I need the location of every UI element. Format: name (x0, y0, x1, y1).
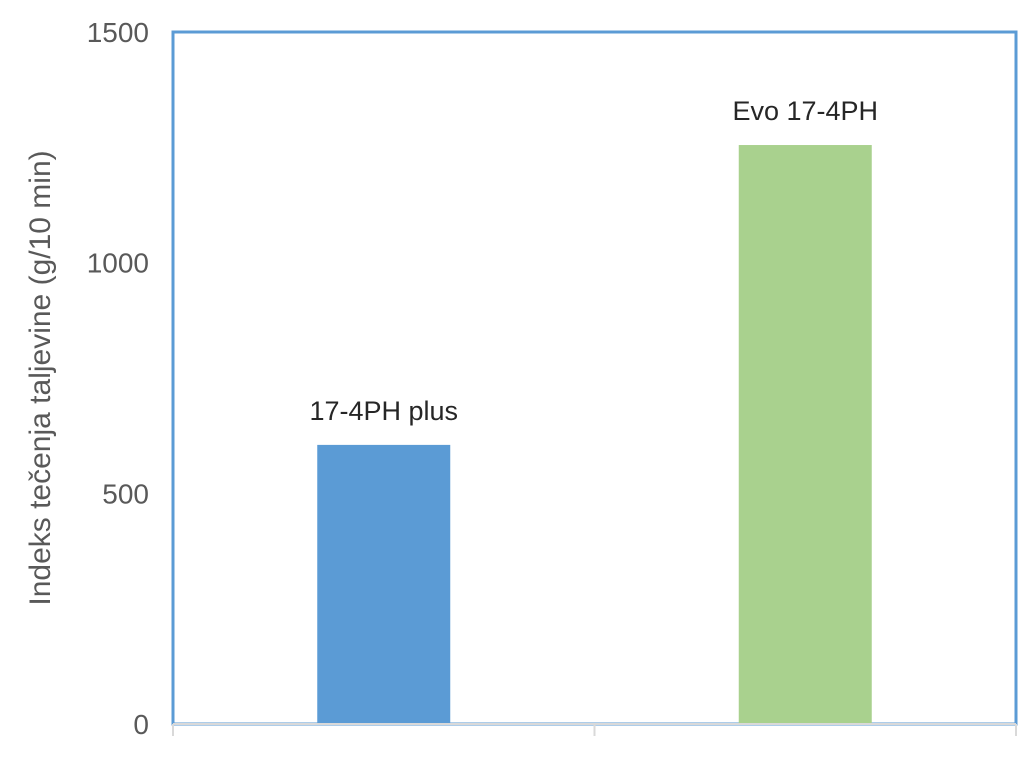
y-tick-label: 0 (133, 709, 149, 740)
x-axis (172, 723, 1017, 736)
bar-data-label: 17-4PH plus (309, 396, 458, 426)
plot-frame (171, 30, 1018, 726)
y-axis-ticks: 0 500 1000 1500 (87, 17, 149, 740)
bars-layer (317, 145, 872, 724)
data-labels: 17-4PH plus Evo 17-4PH (309, 96, 878, 426)
y-axis-title: Indeks tečenja taljevine (g/10 min) (24, 150, 57, 605)
y-tick-label: 1000 (87, 248, 149, 279)
y-tick-label: 500 (102, 478, 149, 509)
bar-data-label: Evo 17-4PH (732, 96, 878, 126)
bar (738, 145, 872, 724)
bar (317, 444, 451, 724)
y-tick-label: 1500 (87, 17, 149, 48)
